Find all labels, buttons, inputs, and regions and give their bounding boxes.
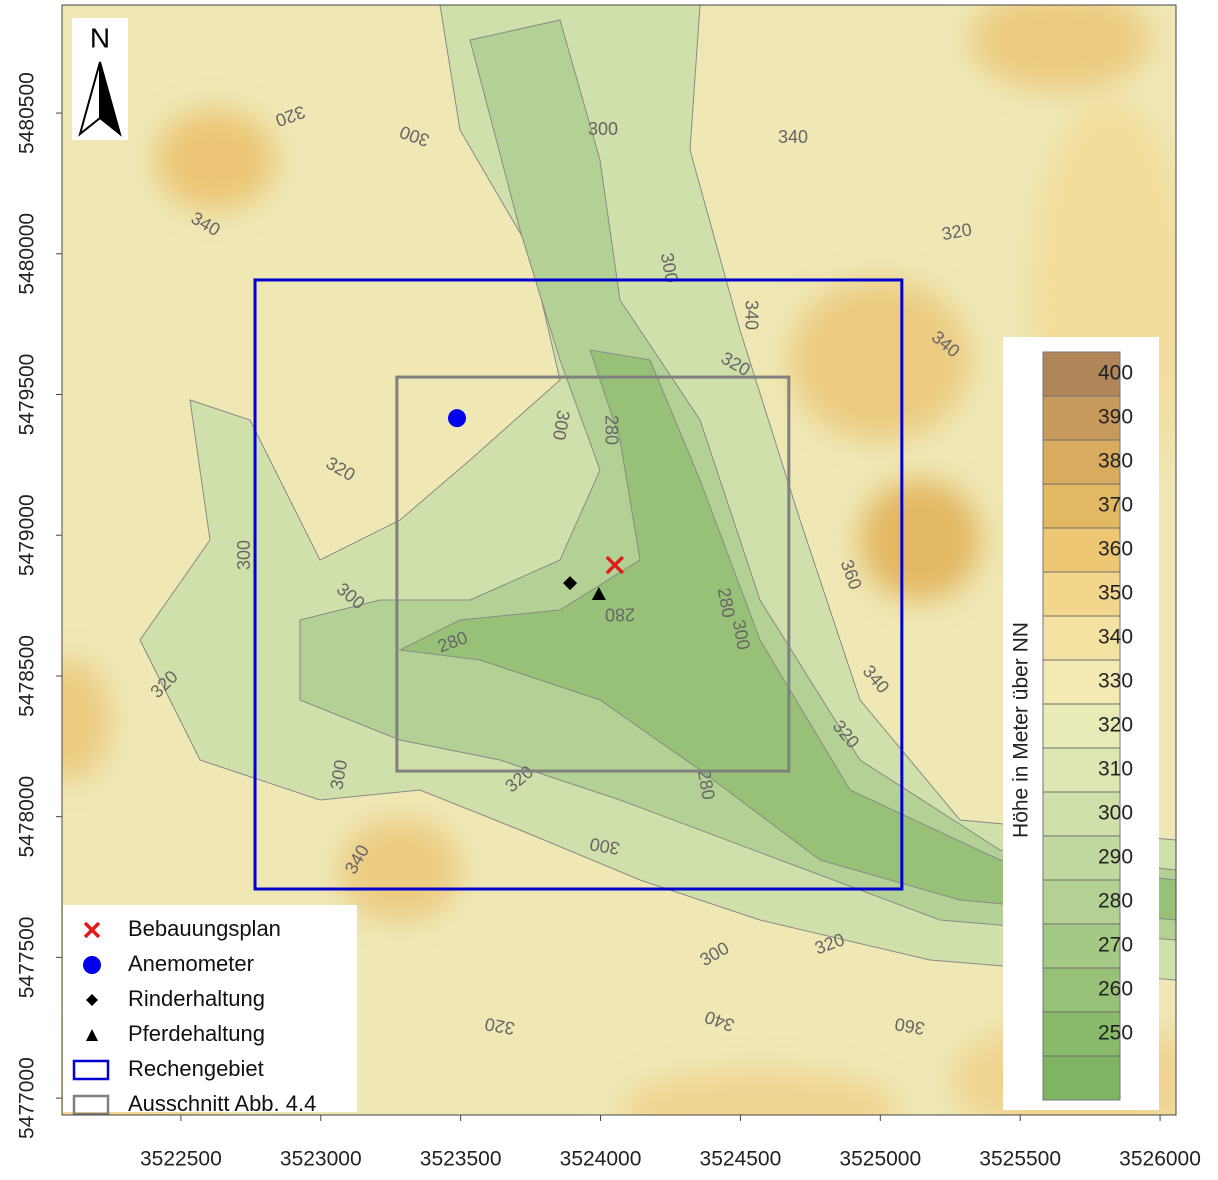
x-tick-label: 3526000 [1119, 1148, 1201, 1171]
y-tick-label: 5477500 [16, 917, 39, 999]
y-tick-label: 5478000 [16, 776, 39, 858]
contour-label: 280 [601, 415, 621, 445]
colorbar-tick-label: 380 [1098, 450, 1133, 473]
colorbar-tick-label: 290 [1098, 846, 1133, 869]
contour-label: 340 [741, 300, 761, 330]
marker-circle [448, 409, 466, 427]
colorbar-tick-label: 260 [1098, 978, 1133, 1001]
x-tick-label: 3523500 [420, 1148, 502, 1171]
y-tick-label: 5480000 [16, 213, 39, 295]
legend: Bebauungsplan Anemometer Rinderhaltung Pfer… [63, 905, 357, 1116]
colorbar: 250 260 270 280 290 300 310 320 330 340 350 360 370 3… [1003, 337, 1159, 1110]
map-figure: 3203003003403403203003403203403203002803… [0, 0, 1218, 1175]
colorbar-tick-label: 390 [1098, 406, 1133, 429]
y-tick-label: 5478500 [16, 635, 39, 717]
north-arrow: N [72, 18, 128, 140]
contour-label: 280 [605, 604, 635, 624]
colorbar-title: Höhe in Meter über NN [1010, 622, 1033, 838]
contour-label: 300 [588, 119, 618, 139]
contour-label: 340 [778, 127, 808, 147]
contour-label: 300 [234, 540, 254, 570]
colorbar-tick-label: 340 [1098, 626, 1133, 649]
colorbar-tick-label: 350 [1098, 582, 1133, 605]
x-tick-label: 3524000 [560, 1148, 642, 1171]
legend-label: Ausschnitt Abb. 4.4 [128, 1091, 316, 1116]
y-tick-label: 5480500 [16, 72, 39, 154]
colorbar-tick-label: 280 [1098, 890, 1133, 913]
legend-label: Anemometer [128, 951, 254, 976]
y-tick-label: 5479500 [16, 354, 39, 436]
legend-label: Rinderhaltung [128, 986, 265, 1011]
colorbar-tick-label: 270 [1098, 934, 1133, 957]
x-tick-label: 3524500 [700, 1148, 782, 1171]
colorbar-band [1043, 1056, 1120, 1100]
colorbar-tick-label: 320 [1098, 714, 1133, 737]
x-tick-label: 3525000 [839, 1148, 921, 1171]
y-tick-label: 5479000 [16, 494, 39, 576]
legend-label: Rechengebiet [128, 1056, 264, 1081]
colorbar-tick-label: 250 [1098, 1022, 1133, 1045]
colorbar-tick-label: 310 [1098, 758, 1133, 781]
legend-label: Bebauungsplan [128, 916, 281, 941]
colorbar-tick-label: 370 [1098, 494, 1133, 517]
colorbar-tick-label: 330 [1098, 670, 1133, 693]
y-tick-label: 5477000 [16, 1057, 39, 1139]
north-label: N [90, 22, 110, 53]
colorbar-tick-label: 400 [1098, 362, 1133, 385]
x-tick-label: 3525500 [979, 1148, 1061, 1171]
colorbar-tick-label: 300 [1098, 802, 1133, 825]
x-tick-label: 3522500 [140, 1148, 222, 1171]
legend-label: Pferdehaltung [128, 1021, 265, 1046]
x-tick-label: 3523000 [280, 1148, 362, 1171]
legend-circle [83, 956, 101, 974]
colorbar-tick-label: 360 [1098, 538, 1133, 561]
